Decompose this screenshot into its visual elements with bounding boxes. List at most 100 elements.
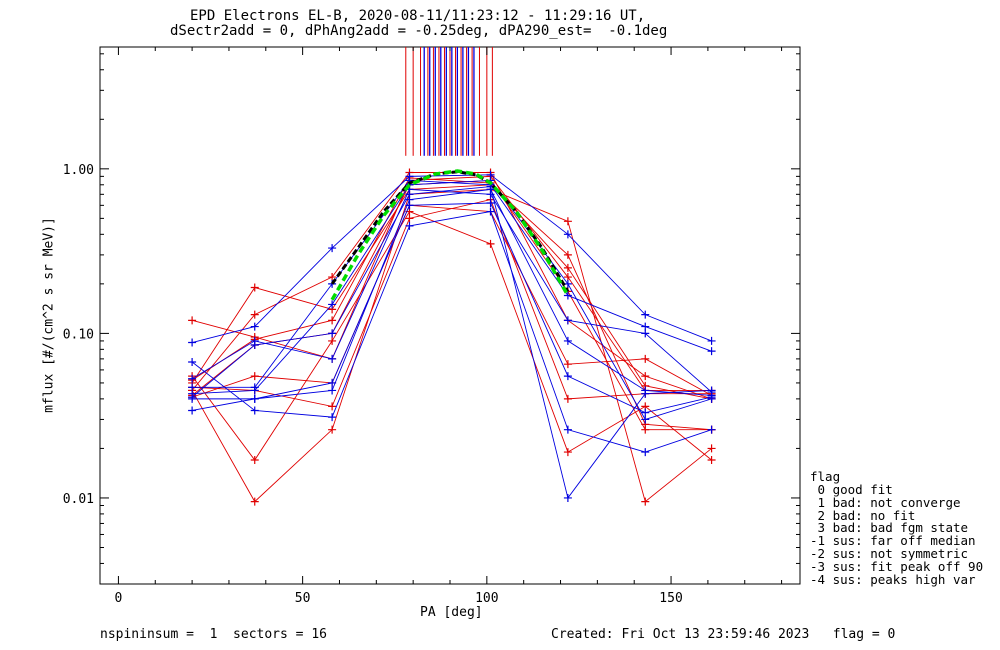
data-point-marker xyxy=(188,394,197,403)
data-point-marker xyxy=(563,316,572,325)
data-point-marker xyxy=(707,425,716,434)
x-tick-label: 150 xyxy=(659,591,682,606)
data-point-marker xyxy=(405,214,414,223)
legend-title: flag xyxy=(810,469,841,484)
data-point-marker xyxy=(188,338,197,347)
x-axis-label: PA [deg] xyxy=(420,605,483,620)
chart-subtitle: dSectr2add = 0, dPhAng2add = -0.25deg, d… xyxy=(170,23,668,39)
series-group xyxy=(188,168,716,506)
data-point-marker xyxy=(250,283,259,292)
data-point-marker xyxy=(641,497,650,506)
series-line xyxy=(191,179,712,431)
data-point-marker xyxy=(188,316,197,325)
series-line xyxy=(191,174,712,343)
y-tick-label: 0.10 xyxy=(63,327,94,342)
data-point-marker xyxy=(563,250,572,259)
data-point-marker xyxy=(486,207,495,216)
data-point-marker xyxy=(641,310,650,319)
data-point-marker xyxy=(641,329,650,338)
data-point-marker xyxy=(563,273,572,282)
legend-entry: 0 good fit xyxy=(810,482,893,497)
series-line xyxy=(191,175,712,391)
series-line xyxy=(191,211,712,461)
data-point-marker xyxy=(250,386,259,395)
data-point-marker xyxy=(250,456,259,465)
data-point-marker xyxy=(707,347,716,356)
chart-title: EPD Electrons EL-B, 2020-08-11/11:23:12 … xyxy=(190,8,646,24)
data-point-marker xyxy=(188,406,197,415)
data-point-marker xyxy=(328,273,337,282)
series-line xyxy=(192,188,712,400)
data-point-marker xyxy=(707,391,716,400)
series-line xyxy=(192,179,712,388)
data-point-marker xyxy=(328,316,337,325)
curves-group xyxy=(330,169,570,301)
data-point-marker xyxy=(563,425,572,434)
series-line xyxy=(191,186,712,499)
data-point-marker xyxy=(563,448,572,457)
legend-entry: -2 sus: not symmetric xyxy=(810,546,969,561)
data-point-marker xyxy=(328,244,337,253)
data-point-marker xyxy=(641,408,650,417)
data-point-marker xyxy=(250,336,259,345)
data-point-marker xyxy=(641,354,650,363)
data-point-marker xyxy=(188,374,197,383)
series-line xyxy=(191,177,712,400)
data-point-marker xyxy=(250,394,259,403)
data-point-marker xyxy=(563,291,572,300)
data-point-marker xyxy=(486,239,495,248)
x-tick-label: 0 xyxy=(115,591,123,606)
data-point-marker xyxy=(250,322,259,331)
data-point-marker xyxy=(563,394,572,403)
data-point-marker xyxy=(405,221,414,230)
x-tick-label: 50 xyxy=(295,591,311,606)
data-point-marker xyxy=(250,406,259,415)
data-point-marker xyxy=(563,279,572,288)
legend-entry: 2 bad: no fit xyxy=(810,508,916,523)
data-point-marker xyxy=(250,372,259,381)
data-point-marker xyxy=(563,493,572,502)
annotation-lines-group xyxy=(405,47,493,156)
legend-entry: -4 sus: peaks high var xyxy=(810,572,976,587)
data-point-marker xyxy=(328,413,337,422)
data-point-marker xyxy=(641,415,650,424)
series-line xyxy=(191,172,712,400)
fit-curve xyxy=(330,169,570,301)
y-tick-label: 0.01 xyxy=(63,492,94,507)
data-point-marker xyxy=(486,198,495,207)
data-point-marker xyxy=(707,444,716,453)
data-point-marker xyxy=(405,195,414,204)
series-line xyxy=(192,202,712,414)
legend-entry: 3 bad: bad fgm state xyxy=(810,520,969,535)
data-point-marker xyxy=(641,372,650,381)
data-point-marker xyxy=(328,386,337,395)
data-point-marker xyxy=(486,185,495,194)
series-line xyxy=(191,204,712,398)
data-point-marker xyxy=(328,354,337,363)
data-point-marker xyxy=(328,329,337,338)
axes-group: 0 50 100 150 0.01 0.10 1.00 xyxy=(63,47,800,606)
x-tick-label: 100 xyxy=(475,591,498,606)
series-line xyxy=(191,211,712,453)
legend-entry: -3 sus: fit peak off 90 xyxy=(810,559,984,574)
series-line xyxy=(192,179,712,420)
data-point-marker xyxy=(328,300,337,309)
data-point-marker xyxy=(563,360,572,369)
data-point-marker xyxy=(641,425,650,434)
legend-entry: -1 sus: far off median xyxy=(810,533,976,548)
data-point-marker xyxy=(250,497,259,506)
legend-entry: 1 bad: not converge xyxy=(810,495,961,510)
data-point-marker xyxy=(641,322,650,331)
data-point-marker xyxy=(250,310,259,319)
data-point-marker xyxy=(563,217,572,226)
data-point-marker xyxy=(707,456,716,465)
y-axis-label: mflux [#/(cm^2 s sr MeV)] xyxy=(41,217,57,413)
data-point-marker xyxy=(328,336,337,345)
y-tick-label: 1.00 xyxy=(63,163,94,178)
data-point-marker xyxy=(641,448,650,457)
series-line xyxy=(191,188,712,393)
footer-spin-info: nspininsum = 1 sectors = 16 xyxy=(100,627,327,642)
data-point-marker xyxy=(563,336,572,345)
data-point-marker xyxy=(188,358,197,367)
